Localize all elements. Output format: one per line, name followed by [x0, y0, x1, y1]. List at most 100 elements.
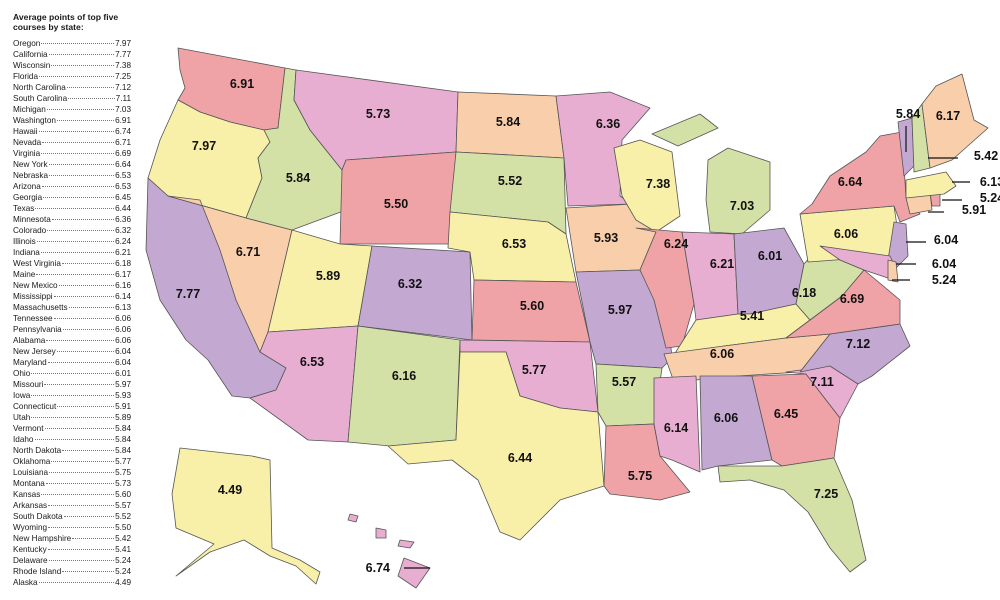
state-value-label-oregon: 7.97 — [192, 139, 216, 153]
legend-state-name: New Hampshire — [13, 534, 72, 543]
legend-state-name: Washington — [13, 116, 56, 125]
legend-row-illinois: Illinois 6.24 — [13, 236, 131, 247]
legend-leader-dots — [36, 274, 115, 275]
state-value-label-arizona: 6.53 — [300, 355, 324, 369]
legend-leader-dots — [48, 527, 115, 528]
legend-state-value: 6.16 — [115, 281, 131, 290]
legend-rows: Oregon 7.97 California 7.77 Wisconsin 7.38 Flo… — [13, 38, 131, 588]
legend-state-value: 6.06 — [115, 336, 131, 345]
legend-row-nebraska: Nebraska 6.53 — [13, 170, 131, 181]
legend-state-value: 5.84 — [115, 446, 131, 455]
state-value-label-washington: 6.91 — [230, 77, 254, 91]
legend-state-name: Minnesota — [13, 215, 51, 224]
legend-state-value: 5.60 — [115, 490, 131, 499]
legend-state-name: Alaska — [13, 578, 38, 587]
state-value-label-west-virginia: 6.18 — [792, 286, 816, 300]
legend-row-mississippi: Mississippi 6.14 — [13, 291, 131, 302]
legend-state-name: Tennessee — [13, 314, 53, 323]
state-ohio — [733, 227, 805, 315]
legend-row-south-dakota: South Dakota 5.52 — [13, 511, 131, 522]
legend-leader-dots — [44, 384, 115, 385]
legend-leader-dots — [61, 263, 115, 264]
legend-state-value: 5.24 — [115, 567, 131, 576]
legend-row-south-carolina: South Carolina 7.11 — [13, 93, 131, 104]
legend-row-maine: Maine 6.17 — [13, 269, 131, 280]
legend-state-value: 5.75 — [115, 468, 131, 477]
legend-row-arizona: Arizona 6.53 — [13, 181, 131, 192]
legend-state-value: 6.32 — [115, 226, 131, 235]
legend-state-name: Delaware — [13, 556, 48, 565]
legend-leader-dots — [51, 65, 115, 66]
state-value-label-iowa: 5.93 — [594, 231, 618, 245]
legend-row-north-dakota: North Dakota 5.84 — [13, 445, 131, 456]
legend-state-value: 6.04 — [115, 358, 131, 367]
legend-state-name: New Mexico — [13, 281, 58, 290]
legend-leader-dots — [46, 340, 115, 341]
legend-state-name: Wyoming — [13, 523, 48, 532]
state-value-label-tennessee: 6.06 — [710, 347, 734, 361]
legend-leader-dots — [66, 87, 115, 88]
legend-state-name: Florida — [13, 72, 39, 81]
legend-state-name: Ohio — [13, 369, 31, 378]
legend-state-name: Connecticut — [13, 402, 57, 411]
state-maine — [921, 73, 989, 169]
legend-leader-dots — [45, 483, 115, 484]
legend-leader-dots — [68, 98, 115, 99]
state-wisconsin — [613, 139, 681, 233]
legend-leader-dots — [36, 241, 115, 242]
state-value-label-idaho: 5.84 — [286, 171, 310, 185]
us-map-svg: 6.91 7.97 7.77 6.71 5.84 5.73 5.50 5.89 6.53 6.32… — [145, 47, 1000, 589]
legend-state-name: Colorado — [13, 226, 47, 235]
legend-leader-dots — [53, 318, 115, 319]
legend-leader-dots — [56, 120, 115, 121]
legend-state-value: 7.03 — [115, 105, 131, 114]
legend-state-value: 5.57 — [115, 501, 131, 510]
legend-state-name: Alabama — [13, 336, 46, 345]
state-new-jersey — [887, 221, 909, 269]
legend-state-name: Hawaii — [13, 127, 38, 136]
legend-state-value: 6.53 — [115, 182, 131, 191]
legend-state-name: California — [13, 50, 48, 59]
legend-state-value: 5.93 — [115, 391, 131, 400]
state-value-label-ohio: 6.01 — [758, 249, 782, 263]
legend-leader-dots — [48, 505, 115, 506]
legend-leader-dots — [35, 208, 115, 209]
legend-state-value: 6.04 — [115, 347, 131, 356]
legend-state-value: 6.91 — [115, 116, 131, 125]
legend-row-california: California 7.77 — [13, 49, 131, 60]
legend-state-value: 5.84 — [115, 424, 131, 433]
legend-state-name: Texas — [13, 204, 35, 213]
legend-row-oregon: Oregon 7.97 — [13, 38, 131, 49]
legend-state-value: 5.24 — [115, 556, 131, 565]
state-texas — [387, 351, 605, 541]
legend-state-value: 5.84 — [115, 435, 131, 444]
state-florida — [717, 457, 867, 573]
legend-leader-dots — [47, 549, 115, 550]
legend-row-texas: Texas 6.44 — [13, 203, 131, 214]
legend-row-maryland: Maryland 6.04 — [13, 357, 131, 368]
state-value-label-rhode-island: 5.24 — [980, 191, 1000, 205]
legend-leader-dots — [49, 472, 115, 473]
legend-row-colorado: Colorado 6.32 — [13, 225, 131, 236]
legend-state-name: South Carolina — [13, 94, 68, 103]
state-value-label-louisiana: 5.75 — [628, 469, 652, 483]
legend-leader-dots — [48, 54, 115, 55]
legend-state-name: Arizona — [13, 182, 41, 191]
state-value-label-wisconsin: 7.38 — [646, 177, 670, 191]
legend-state-value: 6.74 — [115, 127, 131, 136]
state-value-label-wyoming: 5.50 — [384, 197, 408, 211]
state-hawaii — [347, 513, 431, 589]
legend-state-name: Missouri — [13, 380, 44, 389]
legend-state-value: 5.41 — [115, 545, 131, 554]
state-value-label-massachusetts: 6.13 — [980, 175, 1000, 189]
legend-state-name: Michigan — [13, 105, 46, 114]
legend-state-name: Oregon — [13, 39, 41, 48]
legend-leader-dots — [38, 131, 115, 132]
legend-leader-dots — [41, 43, 115, 44]
state-value-label-utah: 5.89 — [316, 269, 340, 283]
legend-leader-dots — [62, 329, 115, 330]
legend-state-name: Montana — [13, 479, 45, 488]
legend-state-name: North Carolina — [13, 83, 66, 92]
state-value-label-pennsylvania: 6.06 — [834, 227, 858, 241]
legend-row-montana: Montana 5.73 — [13, 478, 131, 489]
